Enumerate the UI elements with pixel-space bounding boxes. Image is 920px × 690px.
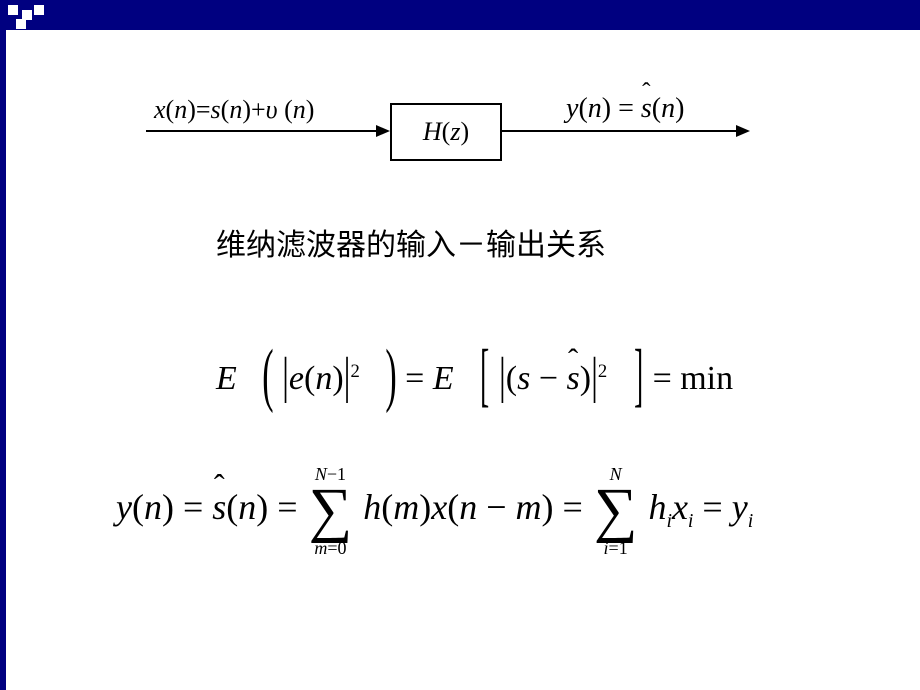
input-label: x(n)=s(n)+υ (n) (154, 95, 314, 125)
input-arrow-line (146, 130, 380, 132)
slide-content: x(n)=s(n)+υ (n) H(z) y(n) = s(n) 维纳滤波器的输… (6, 30, 920, 690)
slide-top-border (0, 0, 920, 30)
diagram-caption: 维纳滤波器的输入－输出关系 (216, 220, 606, 264)
block-diagram: x(n)=s(n)+υ (n) H(z) y(n) = s(n) (146, 85, 766, 175)
input-arrow-head-icon (376, 125, 390, 137)
summation-i-icon: N ∑ i=1 (594, 480, 638, 541)
equation-convolution: y(n) = s(n) = N−1 ∑ m=0 h(m)x(n − m) = N… (116, 480, 753, 541)
summation-m-icon: N−1 ∑ m=0 (309, 480, 353, 541)
corner-decoration (8, 5, 48, 25)
output-arrow-head-icon (736, 125, 750, 137)
output-arrow-line (500, 130, 740, 132)
filter-box: H(z) (390, 103, 502, 161)
output-label: y(n) = s(n) (566, 93, 684, 125)
filter-box-label: H(z) (423, 117, 469, 147)
equation-mse: E ( |e(n)|2 ) = E [ |(s − s)|2 ] = min (216, 360, 733, 398)
